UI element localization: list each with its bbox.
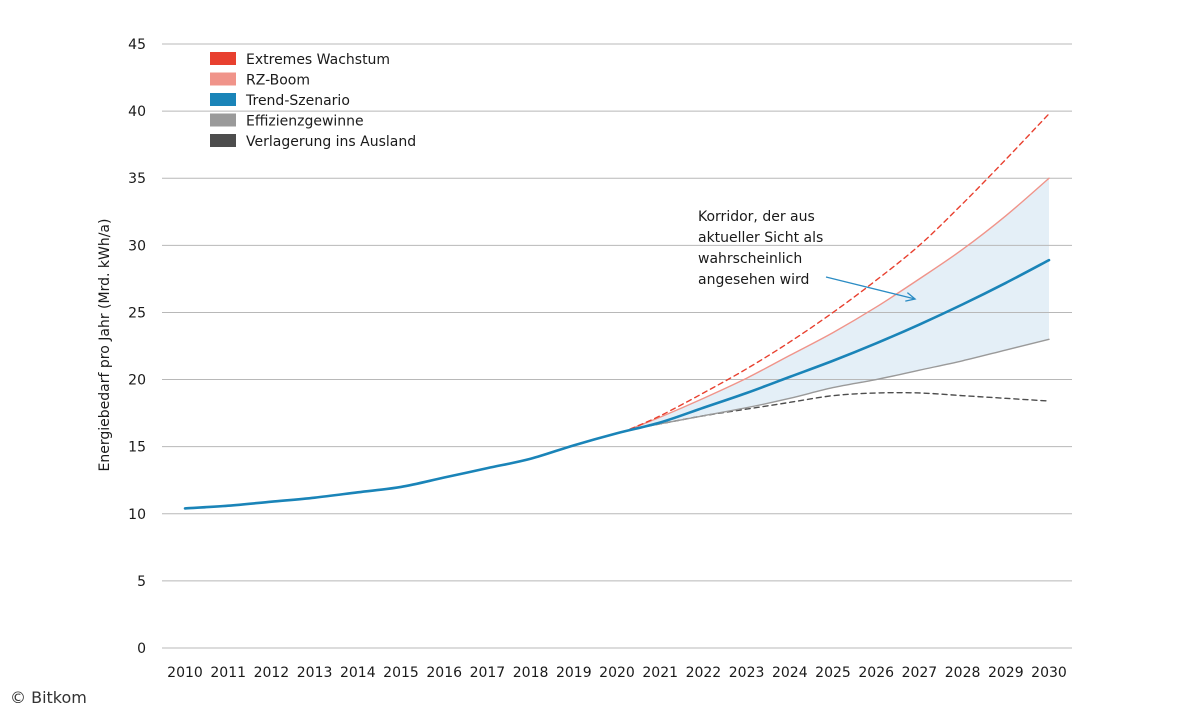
x-tick-label-2018: 2018	[513, 665, 549, 681]
y-tick-label-40: 40	[128, 104, 146, 120]
x-tick-label-2024: 2024	[772, 665, 808, 681]
legend-swatch-verlagerung-ins-ausland	[210, 134, 236, 147]
x-tick-label-2010: 2010	[167, 665, 203, 681]
legend-swatch-effizienzgewinne	[210, 113, 236, 127]
legend-label-effizienzgewinne: Effizienzgewinne	[246, 114, 364, 130]
annotation-line-4: angesehen wird	[698, 272, 809, 288]
x-tick-label-2028: 2028	[945, 665, 981, 681]
x-tick-label-2027: 2027	[902, 665, 938, 681]
legend-swatch-extremes-wachstum	[210, 52, 236, 65]
x-tick-label-2023: 2023	[729, 665, 765, 681]
y-tick-label-20: 20	[128, 373, 146, 389]
y-tick-label-0: 0	[137, 641, 146, 657]
x-tick-label-2013: 2013	[297, 665, 333, 681]
series-line-extremes-wachstum	[629, 113, 1050, 430]
x-tick-label-2017: 2017	[470, 665, 506, 681]
y-tick-label-45: 45	[128, 37, 146, 53]
x-tick-label-2015: 2015	[383, 665, 419, 681]
annotation-arrow-head	[905, 292, 917, 302]
x-tick-label-2025: 2025	[815, 665, 851, 681]
annotation-line-3: wahrscheinlich	[698, 251, 802, 267]
annotation-arrow-shaft	[825, 276, 916, 300]
x-tick-label-2016: 2016	[426, 665, 462, 681]
series-line-rz-boom	[629, 177, 1050, 430]
legend-label-rz-boom: RZ-Boom	[246, 73, 310, 89]
y-tick-label-35: 35	[128, 171, 146, 187]
x-tick-label-2021: 2021	[642, 665, 678, 681]
annotation-line-2: aktueller Sicht als	[698, 230, 823, 246]
legend-label-verlagerung-ins-ausland: Verlagerung ins Ausland	[246, 134, 416, 150]
annotation-line-1: Korridor, der aus	[698, 209, 815, 225]
y-tick-label-30: 30	[128, 238, 146, 254]
legend-label-trend-szenario: Trend-Szenario	[245, 93, 350, 109]
y-tick-label-25: 25	[128, 305, 146, 321]
legend-swatch-trend-szenario	[210, 93, 236, 106]
x-tick-label-2011: 2011	[210, 665, 246, 681]
y-tick-label-5: 5	[137, 574, 146, 590]
x-tick-label-2020: 2020	[599, 665, 635, 681]
x-tick-label-2030: 2030	[1031, 665, 1067, 681]
x-tick-label-2012: 2012	[254, 665, 290, 681]
y-axis-label: Energiebedarf pro Jahr (Mrd. kWh/a)	[97, 219, 113, 472]
y-tick-label-10: 10	[128, 507, 146, 523]
y-tick-label-15: 15	[128, 440, 146, 456]
x-tick-label-2019: 2019	[556, 665, 592, 681]
x-tick-label-2014: 2014	[340, 665, 376, 681]
legend-swatch-rz-boom	[210, 72, 236, 86]
x-tick-label-2022: 2022	[686, 665, 722, 681]
series-line-effizienzgewinne	[629, 338, 1050, 430]
legend-label-extremes-wachstum: Extremes Wachstum	[246, 52, 390, 68]
corridor-band	[629, 178, 1049, 430]
x-tick-label-2026: 2026	[858, 665, 894, 681]
x-tick-label-2029: 2029	[988, 665, 1024, 681]
series-line-trend-szenario	[183, 258, 1051, 510]
copyright-credit: © Bitkom	[10, 688, 87, 707]
